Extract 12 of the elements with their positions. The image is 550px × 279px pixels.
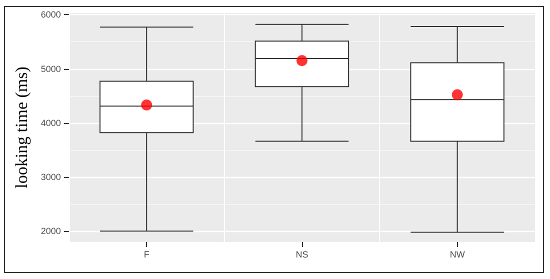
- y-tick-label: 2000: [40, 226, 61, 236]
- y-tick-label: 4000: [40, 118, 61, 128]
- x-tick-label: NW: [450, 250, 466, 260]
- x-tick-label: F: [144, 250, 150, 260]
- y-tick-label: 3000: [40, 172, 61, 182]
- point: [296, 55, 308, 66]
- y-axis-title: looking time (ms): [12, 66, 31, 188]
- point: [141, 100, 152, 111]
- x-tick-label: NS: [296, 250, 308, 260]
- y-tick-label: 6000: [40, 10, 61, 20]
- point: [452, 89, 463, 100]
- y-tick-label: 5000: [40, 64, 61, 74]
